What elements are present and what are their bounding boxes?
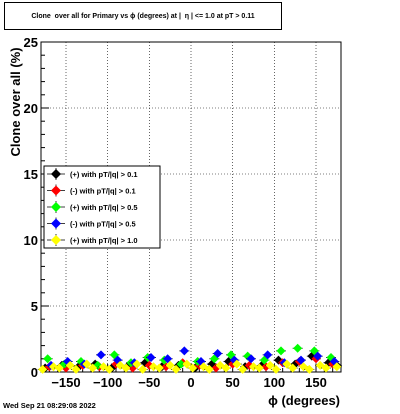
x-tick-label: −50: [138, 375, 160, 390]
y-tick-label: 15: [24, 167, 38, 182]
legend-label: (+) with pT/|q| > 0.1: [70, 170, 138, 179]
data-point: [179, 346, 189, 356]
data-point: [321, 363, 331, 373]
data-point: [165, 360, 175, 370]
x-tick-label: 0: [187, 375, 194, 390]
data-point: [71, 364, 81, 374]
data-point: [282, 359, 292, 369]
data-point: [138, 364, 148, 374]
data-point: [54, 363, 64, 373]
data-point: [254, 363, 264, 373]
legend-label: (-) with pT/|q| > 0.1: [70, 187, 136, 196]
data-point: [232, 359, 242, 369]
tick-labels: −150 −100 −50 0 50 100 150 0 5 10 15 20 25: [24, 35, 327, 390]
data-point: [313, 351, 323, 361]
data-point: [293, 343, 303, 353]
y-tick-label: 10: [24, 233, 38, 248]
chart-title: Clone over all for Primary vs ϕ (degrees…: [4, 2, 282, 30]
legend-label: (-) with pT/|q| > 0.5: [70, 220, 136, 229]
data-point: [221, 363, 231, 373]
y-tick-label: 20: [24, 101, 38, 116]
legend-marker: [51, 185, 61, 196]
x-axis-label: ϕ (degrees): [268, 393, 340, 408]
legend-marker: [51, 218, 61, 229]
data-point: [163, 354, 173, 364]
data-point: [271, 364, 281, 374]
legend: (+) with pT/|q| > 0.1 (-) with pT/|q| > 0…: [43, 165, 161, 249]
y-tick-label: 0: [31, 365, 38, 380]
data-point: [88, 363, 98, 373]
data-point: [96, 350, 106, 360]
legend-label: (+) with pT/|q| > 0.5: [70, 203, 138, 212]
data-point: [265, 360, 275, 370]
data-point: [213, 349, 223, 359]
data-point: [263, 350, 273, 360]
x-tick-label: −150: [51, 375, 80, 390]
data-point: [132, 359, 142, 369]
data-point: [171, 364, 181, 374]
data-point: [43, 354, 53, 364]
data-point: [246, 354, 256, 364]
data-point: [288, 363, 298, 373]
data-point: [238, 364, 248, 374]
data-point: [276, 346, 286, 356]
y-axis-label: Clone over all (%): [8, 47, 23, 156]
data-point: [82, 359, 92, 369]
data-points: [37, 343, 342, 374]
data-point: [154, 363, 164, 373]
legend-marker: [51, 235, 61, 245]
legend-label: (+) with pT/|q| > 1.0: [70, 236, 138, 245]
data-point: [121, 363, 131, 373]
x-tick-label: 100: [263, 375, 285, 390]
data-point: [49, 362, 58, 372]
y-tick-label: 5: [31, 299, 38, 314]
legend-marker: [51, 169, 61, 179]
data-point: [332, 362, 342, 372]
data-point: [38, 364, 48, 374]
legend-marker: [51, 202, 61, 212]
x-tick-label: −100: [93, 375, 122, 390]
grid: [41, 41, 341, 373]
data-point: [176, 359, 186, 369]
x-tick-label: 150: [305, 375, 327, 390]
timestamp-footer: Wed Sep 21 08:29:08 2022: [3, 401, 96, 410]
data-point: [249, 362, 258, 372]
data-point: [65, 360, 75, 370]
data-point: [188, 363, 198, 373]
x-tick-label: 50: [225, 375, 239, 390]
data-point: [104, 364, 114, 374]
data-point: [204, 364, 214, 374]
data-point: [149, 362, 158, 372]
data-point: [296, 355, 306, 365]
data-point: [304, 364, 314, 374]
y-tick-label: 25: [24, 35, 38, 50]
data-point: [146, 352, 156, 362]
data-point: [182, 359, 192, 369]
